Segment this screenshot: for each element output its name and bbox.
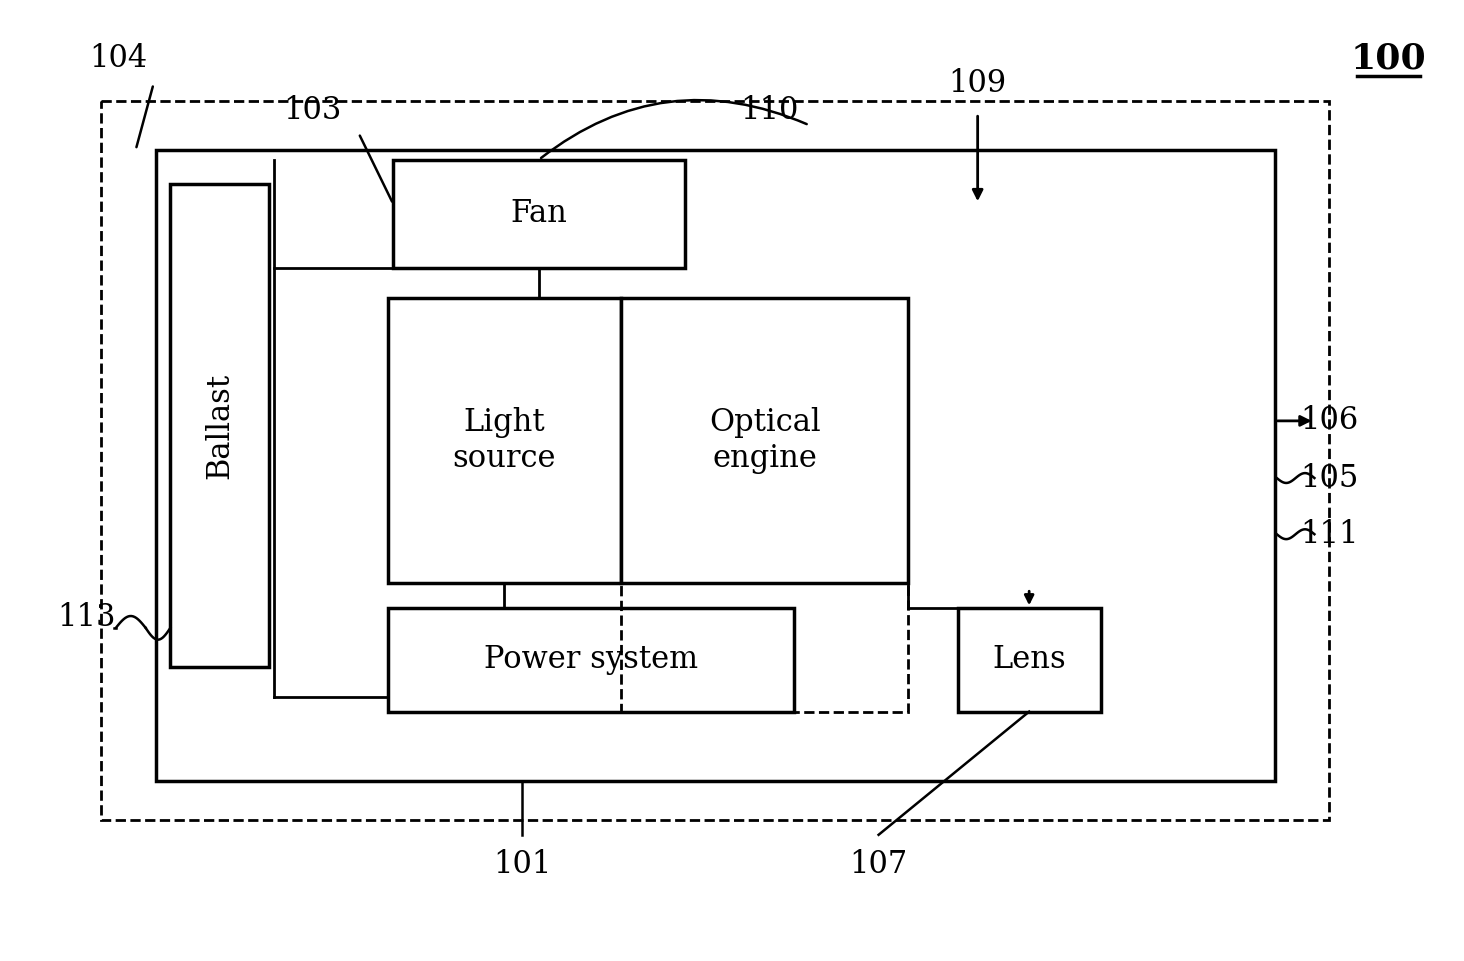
Bar	[101, 101, 1329, 820]
Text: 109: 109	[949, 68, 1007, 99]
Bar	[155, 150, 1275, 780]
Bar	[621, 298, 908, 711]
Bar	[388, 298, 621, 583]
Bar	[170, 185, 269, 667]
Text: Power system: Power system	[485, 644, 698, 675]
Text: 100: 100	[1351, 41, 1426, 75]
Bar	[388, 608, 795, 711]
Text: 101: 101	[493, 849, 552, 880]
Bar	[621, 298, 908, 583]
Bar	[394, 160, 685, 268]
Text: 110: 110	[741, 95, 799, 126]
Text: 103: 103	[283, 95, 341, 126]
Text: Optical
engine: Optical engine	[709, 407, 820, 474]
Text: 104: 104	[89, 42, 146, 74]
Text: Fan: Fan	[511, 198, 567, 230]
Text: Light
source: Light source	[452, 407, 556, 474]
Text: Lens: Lens	[993, 644, 1066, 675]
Text: Ballast: Ballast	[205, 373, 236, 479]
Text: 106: 106	[1300, 406, 1359, 436]
Text: 113: 113	[57, 603, 116, 633]
Text: 105: 105	[1300, 462, 1359, 494]
Bar	[957, 608, 1101, 711]
Text: 107: 107	[849, 849, 908, 880]
Text: 111: 111	[1300, 519, 1359, 550]
